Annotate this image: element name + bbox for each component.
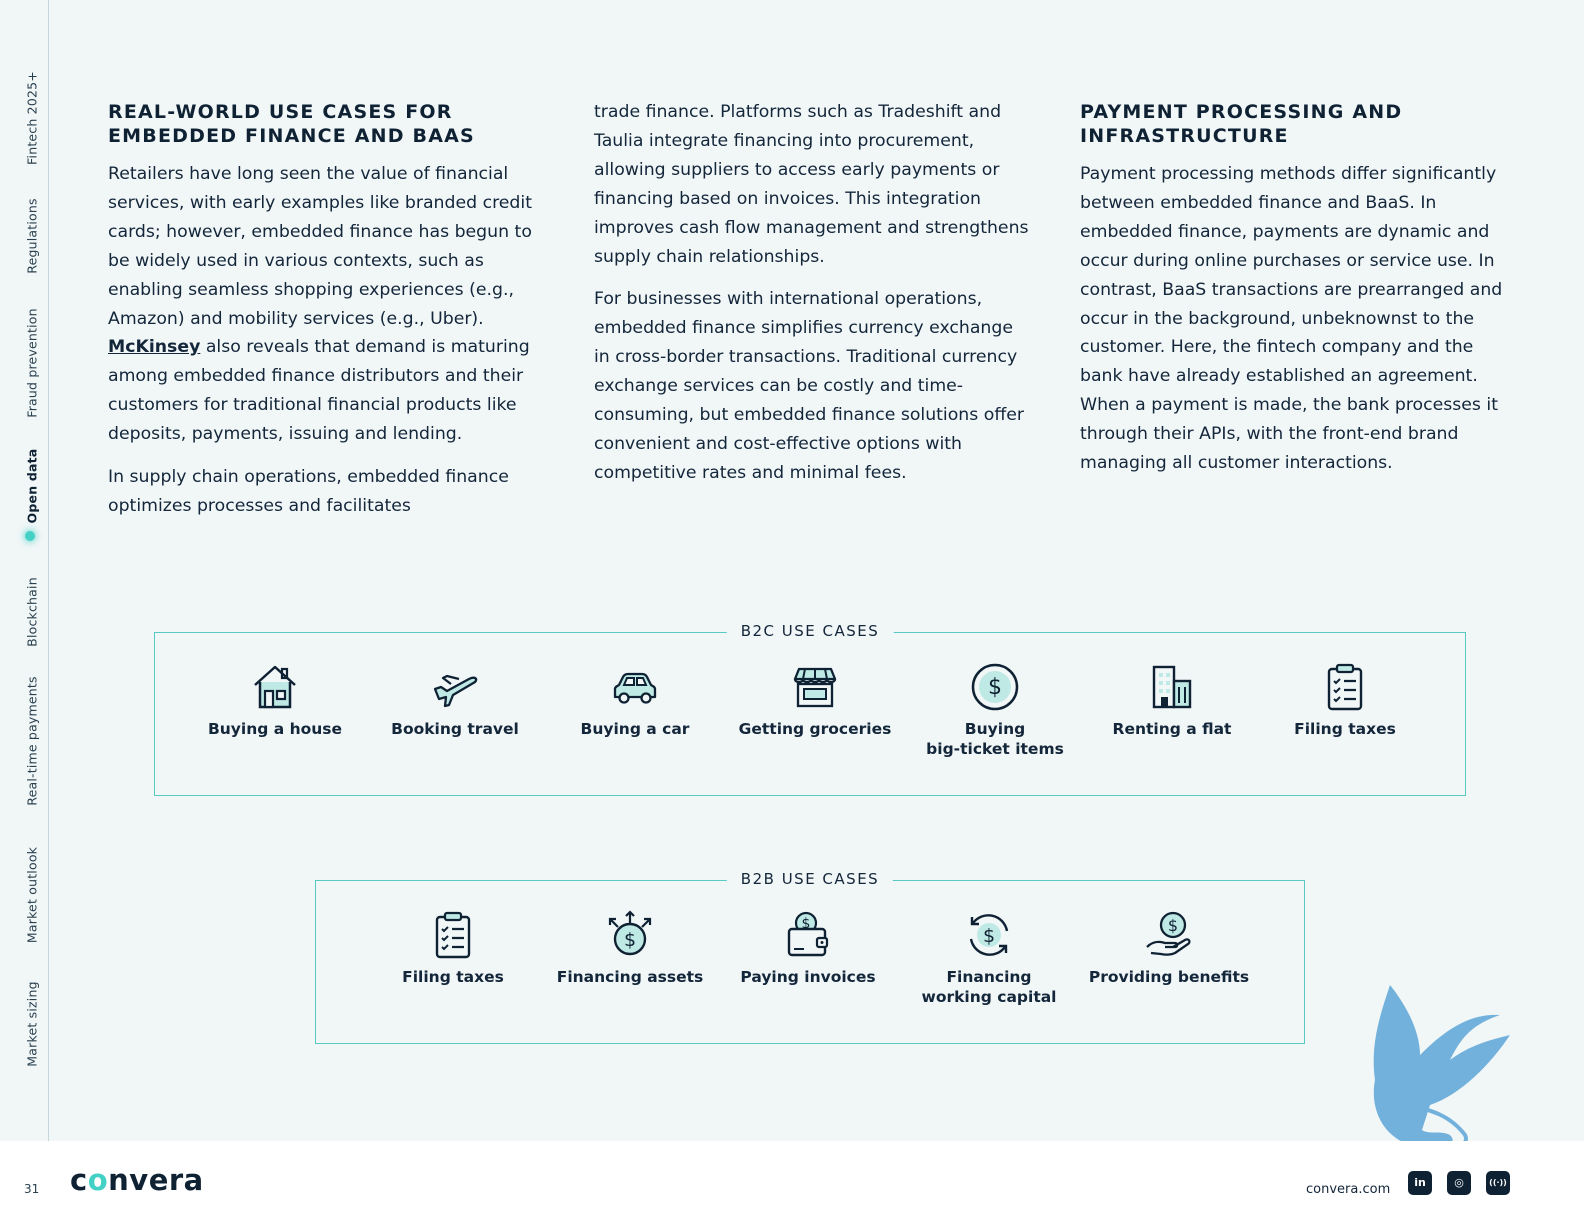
item-label: Filing taxes [402, 968, 504, 986]
b2c-item-filing-taxes: Filing taxes [1255, 661, 1435, 739]
apartment-building-icon [1152, 665, 1192, 709]
item-label: Filing taxes [1294, 720, 1396, 738]
svg-text:$: $ [983, 925, 995, 947]
instagram-icon[interactable]: ◎ [1447, 1171, 1471, 1195]
b2c-item-renting-flat: Renting a flat [1082, 661, 1262, 739]
clipboard-checklist-icon [1327, 663, 1363, 711]
nav-item-fraud-prevention[interactable]: Fraud prevention [24, 308, 40, 418]
paragraph-retailers: Retailers have long seen the value of fi… [108, 160, 548, 449]
heading-payment-processing: PAYMENT PROCESSING AND INFRASTRUCTURE [1080, 101, 1403, 147]
b2b-item-paying-invoices: $ Paying invoices [718, 909, 898, 987]
dollar-coin-icon: $ [971, 663, 1019, 711]
heading-use-cases: REAL-WORLD USE CASES FOR EMBEDDED FINANC… [108, 101, 475, 147]
b2b-item-providing-benefits: $ Providing benefits [1079, 909, 1259, 987]
clipboard-checklist-icon [435, 911, 471, 959]
b2b-use-cases-box: B2B USE CASES Filing taxes $ Financing a… [315, 870, 1305, 1044]
b2c-item-buying-car: Buying a car [545, 661, 725, 739]
paragraph-payment-processing: Payment processing methods differ signif… [1080, 164, 1503, 474]
nav-item-fintech-2025[interactable]: Fintech 2025+ [24, 71, 40, 165]
active-section-dot [25, 531, 35, 541]
item-label: Buying big-ticket items [926, 720, 1064, 758]
item-label: Financing assets [556, 968, 704, 986]
b2c-item-big-ticket: $ Buying big-ticket items [905, 661, 1085, 759]
nav-item-real-time-payments[interactable]: Real-time payments [24, 676, 40, 806]
nav-item-blockchain[interactable]: Blockchain [24, 577, 40, 647]
podcast-icon[interactable]: ((·)) [1486, 1171, 1510, 1195]
svg-text:$: $ [1168, 916, 1178, 935]
b2b-title: B2B USE CASES [726, 870, 894, 888]
b2c-item-booking-travel: Booking travel [365, 661, 545, 739]
paragraph-international: For businesses with international operat… [594, 289, 1024, 483]
mckinsey-link[interactable]: McKinsey [108, 337, 201, 358]
b2b-item-financing-assets: $ Financing assets [540, 909, 720, 987]
column-use-cases: REAL-WORLD USE CASES FOR EMBEDDED FINANC… [108, 96, 548, 535]
nav-item-open-data[interactable]: Open data [24, 448, 40, 524]
svg-text:$: $ [802, 916, 811, 932]
paragraph-supply-chain: In supply chain operations, embedded fin… [108, 467, 509, 516]
section-sidenav: Fintech 2025+ Regulations Fraud preventi… [0, 0, 49, 1141]
b2c-title: B2C USE CASES [726, 622, 894, 640]
column-trade-finance: trade finance. Platforms such as Tradesh… [594, 98, 1034, 502]
svg-text:$: $ [624, 929, 636, 951]
page-footer: 31 convera convera.com in ◎ ((·)) [0, 1141, 1584, 1224]
house-icon [254, 665, 296, 709]
wallet-dollar-icon: $ [787, 911, 829, 957]
paragraph-text: Retailers have long seen the value of fi… [108, 164, 532, 329]
item-label: Financing working capital [921, 968, 1057, 1006]
b2c-item-getting-groceries: Getting groceries [725, 661, 905, 739]
column-payment-processing: PAYMENT PROCESSING AND INFRASTRUCTURE Pa… [1080, 96, 1520, 492]
paragraph-text: also reveals that demand is maturing amo… [108, 337, 530, 445]
item-label: Buying a car [580, 720, 690, 738]
item-label: Getting groceries [738, 720, 892, 738]
b2b-item-working-capital: $ Financing working capital [899, 909, 1079, 1007]
page-number: 31 [24, 1182, 40, 1196]
airplane-icon [433, 674, 478, 708]
nav-item-market-sizing[interactable]: Market sizing [24, 981, 40, 1067]
storefront-icon [793, 667, 837, 708]
website-link[interactable]: convera.com [1306, 1182, 1391, 1197]
dollar-cycle-icon: $ [969, 914, 1009, 956]
svg-text:$: $ [988, 675, 1002, 700]
hand-dollar-icon: $ [1146, 911, 1191, 956]
item-label: Booking travel [391, 720, 519, 738]
dollar-arrows-out-icon: $ [608, 910, 652, 956]
car-icon [613, 672, 657, 704]
convera-logo[interactable]: convera [70, 1163, 204, 1197]
item-label: Buying a house [207, 720, 343, 738]
b2c-use-cases-box: B2C USE CASES Buying a house Booking tra… [154, 622, 1466, 796]
nav-item-market-outlook[interactable]: Market outlook [24, 846, 40, 944]
nav-item-regulations[interactable]: Regulations [24, 198, 40, 274]
item-label: Providing benefits [1088, 968, 1250, 986]
b2c-item-buying-house: Buying a house [185, 661, 365, 739]
linkedin-icon[interactable]: in [1408, 1171, 1432, 1195]
b2b-item-filing-taxes: Filing taxes [363, 909, 543, 987]
griffin-watermark-icon [1373, 985, 1510, 1150]
item-label: Paying invoices [740, 968, 876, 986]
paragraph-trade-finance: trade finance. Platforms such as Tradesh… [594, 102, 1029, 267]
item-label: Renting a flat [1112, 720, 1232, 738]
